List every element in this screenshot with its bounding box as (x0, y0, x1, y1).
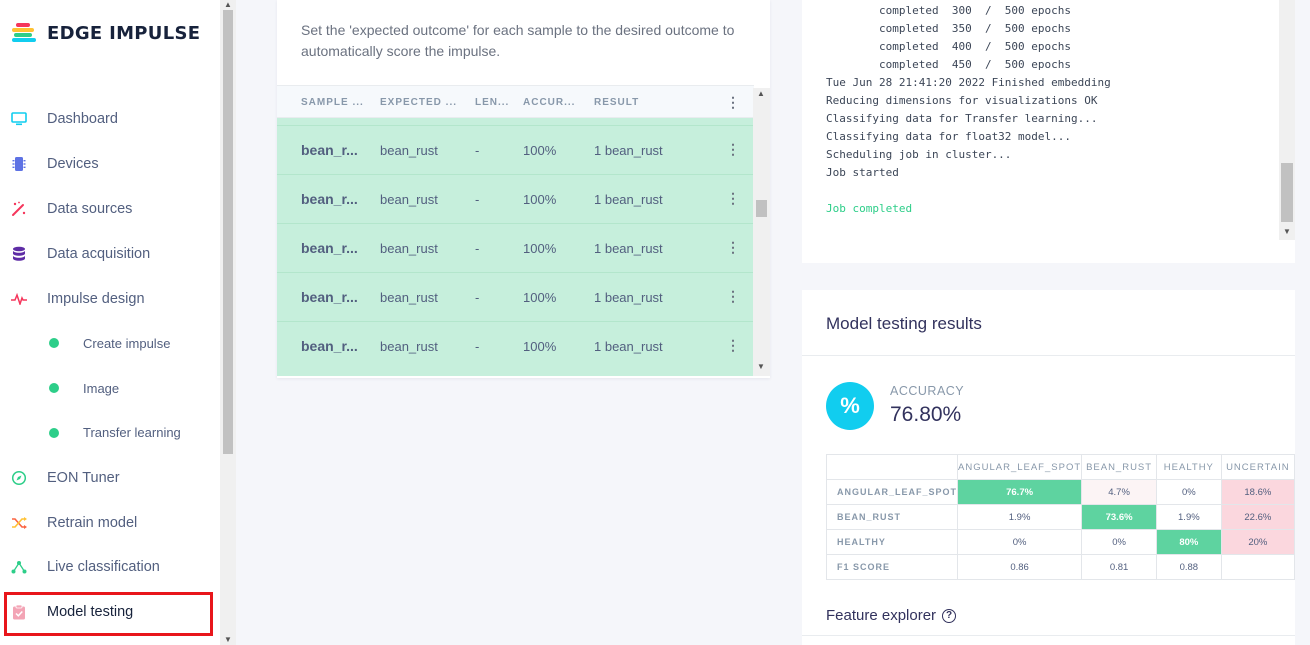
matrix-row-label: HEALTHY (825, 529, 959, 555)
matrix-cell: 80% (1156, 529, 1222, 555)
column-header-sample[interactable]: SAMPLE ... (301, 97, 364, 108)
shuffle-icon (10, 514, 28, 532)
results-title: Model testing results (826, 314, 982, 333)
matrix-row-label: F1 SCORE (825, 554, 959, 580)
samples-table-body: bean_r... bean_rust - 100% 1 bean_rust ⋮… (277, 118, 754, 376)
logo-mark-icon (12, 22, 38, 44)
sidebar-item-dashboard[interactable]: Dashboard (0, 97, 220, 142)
row-menu-icon[interactable]: ⋮ (726, 288, 740, 304)
accuracy-label: ACCURACY (890, 384, 965, 398)
sidebar-scrollbar[interactable]: ▲ ▼ (220, 0, 236, 645)
matrix-column-header: UNCERTAIN (1220, 454, 1296, 480)
log-scrollbar[interactable]: ▼ (1279, 0, 1295, 240)
sidebar-nav: Dashboard Devices Data sources Data acqu… (0, 97, 220, 635)
f1-score-cell: 0.86 (957, 554, 1083, 580)
sidebar-item-create-impulse[interactable]: Create impulse (0, 321, 220, 366)
matrix-row-label: ANGULAR_LEAF_SPOT (825, 479, 959, 505)
sidebar-item-data-acquisition[interactable]: Data acquisition (0, 231, 220, 276)
f1-score-cell: 0.81 (1081, 554, 1158, 580)
job-log-output: completed 300 / 500 epochs completed 350… (826, 2, 1111, 218)
matrix-column-header: BEAN_RUST (1081, 454, 1158, 480)
column-header-accuracy[interactable]: ACCUR... (523, 97, 576, 108)
matrix-cell: 4.7% (1081, 479, 1158, 505)
samples-description: Set the 'expected outcome' for each samp… (301, 22, 735, 59)
samples-table-header: SAMPLE ... EXPECTED ... LEN... ACCUR... … (277, 85, 754, 118)
divider (802, 635, 1295, 636)
monitor-icon (10, 110, 28, 128)
scroll-down-arrow-icon[interactable]: ▼ (757, 362, 765, 371)
column-header-length[interactable]: LEN... (475, 97, 510, 108)
status-dot-icon (49, 383, 59, 394)
samples-scrollbar-thumb[interactable] (756, 200, 767, 217)
sidebar-item-eon-tuner[interactable]: EON Tuner (0, 455, 220, 500)
matrix-cell: 18.6% (1220, 479, 1296, 505)
sidebar-scrollbar-thumb[interactable] (223, 10, 233, 454)
scroll-down-arrow-icon[interactable]: ▼ (224, 635, 232, 644)
column-header-expected[interactable]: EXPECTED ... (380, 97, 458, 108)
help-icon[interactable]: ? (942, 608, 957, 623)
edge-impulse-logo[interactable]: EDGE IMPULSE (12, 22, 200, 44)
matrix-cell: 0% (957, 529, 1083, 555)
wand-icon (10, 200, 28, 218)
sidebar-item-transfer-learning[interactable]: Transfer learning (0, 411, 220, 456)
column-menu-icon[interactable]: ⋮ (726, 94, 740, 110)
status-dot-icon (49, 427, 59, 438)
table-row[interactable]: bean_r... bean_rust - 100% 1 bean_rust ⋮ (277, 223, 754, 272)
accuracy-value: 76.80% (890, 403, 962, 426)
sidebar-item-live-classification[interactable]: Live classification (0, 545, 220, 590)
column-header-result[interactable]: RESULT (594, 97, 640, 108)
row-menu-icon[interactable]: ⋮ (726, 141, 740, 157)
scroll-up-arrow-icon[interactable]: ▲ (757, 89, 765, 98)
log-scrollbar-thumb[interactable] (1281, 163, 1293, 222)
brand-name: EDGE IMPULSE (47, 22, 201, 44)
matrix-column-header: HEALTHY (1156, 454, 1222, 480)
matrix-cell: 0% (1156, 479, 1222, 505)
active-item-highlight (4, 592, 213, 636)
network-icon (10, 558, 28, 576)
sidebar: EDGE IMPULSE Dashboard Devices Data sour… (0, 0, 220, 645)
f1-score-cell: 0.88 (1156, 554, 1222, 580)
sidebar-item-devices[interactable]: Devices (0, 142, 220, 187)
divider (802, 355, 1295, 356)
matrix-cell: 1.9% (957, 504, 1083, 530)
sidebar-item-impulse-design[interactable]: Impulse design (0, 276, 220, 321)
samples-table-scrollbar[interactable]: ▲ ▼ (753, 88, 770, 376)
database-icon (10, 245, 28, 263)
sidebar-item-image[interactable]: Image (0, 366, 220, 411)
f1-score-cell (1220, 554, 1296, 580)
feature-explorer-heading: Feature explorer ? (826, 607, 957, 624)
test-samples-card: Set the 'expected outcome' for each samp… (277, 0, 770, 378)
job-completed-line: Job completed (826, 202, 913, 215)
compass-icon (10, 469, 28, 487)
job-log-card: completed 300 / 500 epochs completed 350… (802, 0, 1295, 263)
table-row[interactable]: bean_r... bean_rust - 100% 1 bean_rust ⋮ (277, 321, 754, 370)
table-row[interactable]: bean_r... bean_rust - 100% 1 bean_rust ⋮ (277, 174, 754, 223)
matrix-cell: 22.6% (1220, 504, 1296, 530)
matrix-cell: 1.9% (1156, 504, 1222, 530)
scroll-down-arrow-icon[interactable]: ▼ (1283, 227, 1291, 236)
matrix-row-label: BEAN_RUST (825, 504, 959, 530)
matrix-corner (825, 454, 959, 480)
row-menu-icon[interactable]: ⋮ (726, 190, 740, 206)
table-row[interactable]: bean_r... bean_rust - 100% 1 bean_rust ⋮ (277, 125, 754, 174)
row-menu-icon[interactable]: ⋮ (726, 337, 740, 353)
matrix-cell: 76.7% (957, 479, 1083, 505)
clipboard-check-icon (10, 603, 28, 621)
scroll-up-arrow-icon[interactable]: ▲ (224, 0, 232, 9)
matrix-cell: 20% (1220, 529, 1296, 555)
confusion-matrix: ANGULAR_LEAF_SPOT BEAN_RUST HEALTHY UNCE… (825, 454, 1296, 580)
matrix-cell: 73.6% (1081, 504, 1158, 530)
sidebar-item-data-sources[interactable]: Data sources (0, 187, 220, 232)
chip-icon (10, 155, 28, 173)
model-testing-results-card: Model testing results % ACCURACY 76.80% … (802, 290, 1296, 645)
sidebar-item-model-testing[interactable]: Model testing (0, 590, 220, 635)
percent-icon: % (826, 382, 874, 430)
row-menu-icon[interactable]: ⋮ (726, 239, 740, 255)
sidebar-item-retrain-model[interactable]: Retrain model (0, 500, 220, 545)
table-row[interactable]: bean_r... bean_rust - 100% 1 bean_rust ⋮ (277, 272, 754, 321)
pulse-icon (10, 290, 28, 308)
matrix-column-header: ANGULAR_LEAF_SPOT (957, 454, 1083, 480)
matrix-cell: 0% (1081, 529, 1158, 555)
status-dot-icon (49, 338, 59, 349)
